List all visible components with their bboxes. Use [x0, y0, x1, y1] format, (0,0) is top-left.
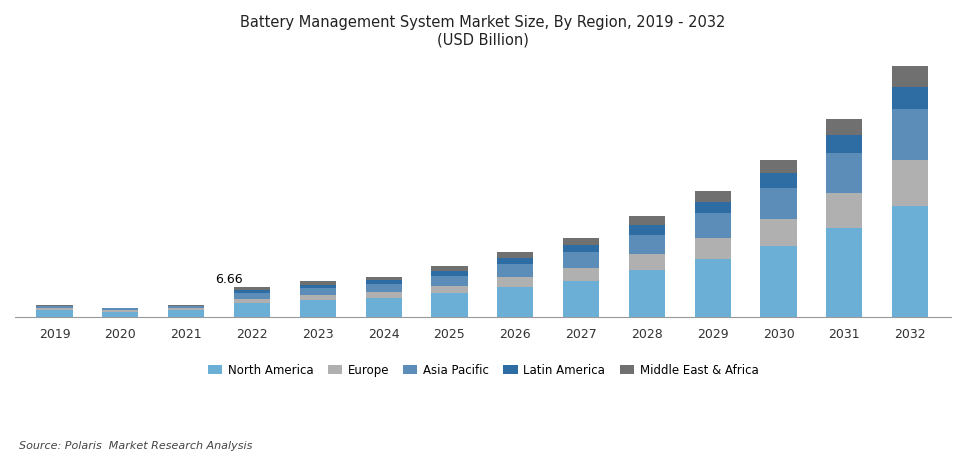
- Bar: [168, 307, 204, 309]
- Bar: [629, 255, 665, 271]
- Bar: [37, 309, 72, 311]
- Bar: [432, 276, 468, 286]
- Bar: [760, 174, 797, 188]
- Bar: [168, 311, 204, 317]
- Bar: [563, 245, 599, 253]
- Bar: [826, 193, 863, 229]
- Bar: [497, 253, 533, 258]
- Bar: [892, 160, 928, 207]
- Bar: [102, 309, 138, 311]
- Bar: [432, 267, 468, 271]
- Bar: [695, 260, 731, 317]
- Bar: [432, 271, 468, 276]
- Bar: [37, 306, 72, 307]
- Bar: [892, 207, 928, 317]
- Bar: [826, 154, 863, 193]
- Legend: North America, Europe, Asia Pacific, Latin America, Middle East & Africa: North America, Europe, Asia Pacific, Lat…: [203, 359, 763, 381]
- Bar: [629, 235, 665, 255]
- Bar: [892, 110, 928, 160]
- Bar: [365, 277, 402, 281]
- Bar: [234, 303, 270, 317]
- Bar: [299, 300, 336, 317]
- Bar: [37, 311, 72, 317]
- Bar: [168, 306, 204, 307]
- Bar: [299, 282, 336, 285]
- Bar: [629, 226, 665, 235]
- Bar: [102, 308, 138, 309]
- Bar: [37, 307, 72, 309]
- Bar: [365, 298, 402, 317]
- Bar: [365, 293, 402, 298]
- Bar: [760, 188, 797, 219]
- Bar: [234, 293, 270, 299]
- Bar: [432, 286, 468, 293]
- Bar: [760, 219, 797, 247]
- Bar: [365, 284, 402, 293]
- Bar: [760, 247, 797, 317]
- Bar: [760, 161, 797, 174]
- Bar: [234, 299, 270, 303]
- Text: 6.66: 6.66: [215, 272, 242, 285]
- Bar: [563, 268, 599, 281]
- Bar: [234, 290, 270, 293]
- Bar: [168, 309, 204, 311]
- Bar: [629, 271, 665, 317]
- Bar: [497, 278, 533, 287]
- Bar: [892, 87, 928, 110]
- Bar: [299, 296, 336, 300]
- Bar: [497, 258, 533, 265]
- Bar: [432, 293, 468, 317]
- Bar: [102, 312, 138, 317]
- Bar: [826, 119, 863, 136]
- Bar: [102, 311, 138, 312]
- Bar: [563, 238, 599, 245]
- Bar: [695, 191, 731, 202]
- Bar: [497, 265, 533, 278]
- Bar: [299, 288, 336, 296]
- Title: Battery Management System Market Size, By Region, 2019 - 2032
(USD Billion): Battery Management System Market Size, B…: [241, 15, 725, 47]
- Bar: [563, 253, 599, 268]
- Bar: [563, 281, 599, 317]
- Bar: [826, 229, 863, 317]
- Bar: [695, 214, 731, 238]
- Text: Source: Polaris  Market Research Analysis: Source: Polaris Market Research Analysis: [19, 440, 253, 450]
- Bar: [365, 281, 402, 284]
- Bar: [629, 217, 665, 226]
- Bar: [497, 287, 533, 317]
- Bar: [695, 238, 731, 260]
- Bar: [892, 67, 928, 87]
- Bar: [826, 136, 863, 154]
- Bar: [234, 288, 270, 290]
- Bar: [695, 202, 731, 214]
- Bar: [299, 285, 336, 288]
